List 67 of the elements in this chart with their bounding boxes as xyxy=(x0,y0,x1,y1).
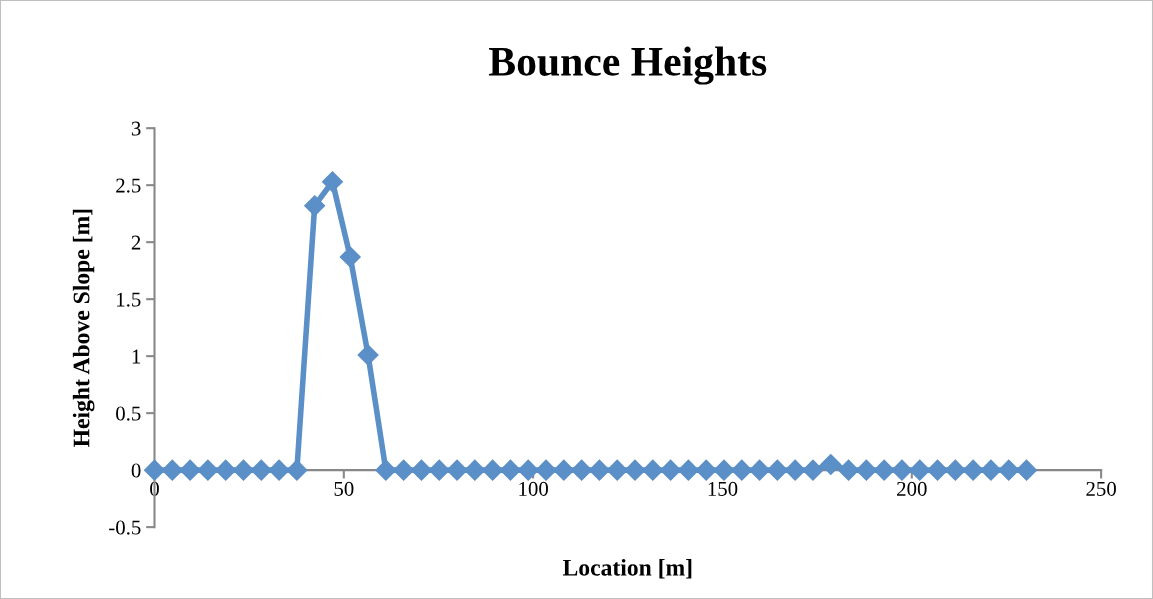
point xyxy=(375,459,397,481)
y-tick-label: -0.5 xyxy=(109,520,141,535)
point xyxy=(232,459,254,481)
x-tick-label: 200 xyxy=(897,481,927,496)
point xyxy=(339,246,361,268)
point xyxy=(499,459,521,481)
point xyxy=(446,459,468,481)
point xyxy=(980,459,1002,481)
x-tick-label: 50 xyxy=(334,481,354,496)
x-tick-label: 0 xyxy=(150,481,159,496)
point xyxy=(410,459,432,481)
point xyxy=(677,459,699,481)
y-tick-label: 2 xyxy=(131,235,141,250)
y-tick-label: 2.5 xyxy=(116,178,141,193)
point xyxy=(855,459,877,481)
point xyxy=(428,459,450,481)
point xyxy=(571,459,593,481)
x-axis-title: Location [m] xyxy=(562,559,692,579)
y-tick-label: 0.5 xyxy=(116,406,141,421)
point xyxy=(553,459,575,481)
point xyxy=(802,459,824,481)
x-tick-label: 100 xyxy=(519,481,548,496)
point xyxy=(962,459,984,481)
point xyxy=(197,459,219,481)
point xyxy=(588,459,610,481)
point xyxy=(820,453,842,475)
y-axis-title: Height Above Slope [m] xyxy=(72,209,95,447)
y-tick-label: 1 xyxy=(132,349,141,364)
point xyxy=(660,459,682,481)
point xyxy=(873,459,895,481)
point xyxy=(909,459,931,481)
point xyxy=(161,459,183,481)
point xyxy=(215,459,237,481)
point xyxy=(357,344,379,366)
point xyxy=(838,459,860,481)
point xyxy=(286,459,308,481)
point xyxy=(321,171,343,193)
point xyxy=(517,459,539,481)
point xyxy=(944,459,966,481)
point xyxy=(731,459,753,481)
point xyxy=(766,459,788,481)
point xyxy=(393,459,415,481)
point xyxy=(482,459,504,481)
y-tick-label: 1.5 xyxy=(117,292,141,307)
point xyxy=(179,459,201,481)
point xyxy=(695,459,717,481)
point xyxy=(998,459,1020,481)
point xyxy=(304,195,326,217)
point xyxy=(624,459,646,481)
point xyxy=(535,459,557,481)
chart-title: Bounce Heights xyxy=(489,46,767,85)
x-tick-label: 250 xyxy=(1086,481,1116,496)
y-tick-label: 0 xyxy=(131,463,141,478)
point xyxy=(143,459,166,481)
point xyxy=(1016,459,1038,481)
point xyxy=(784,459,806,481)
point xyxy=(927,459,949,481)
point xyxy=(642,459,664,481)
point xyxy=(464,459,486,481)
point xyxy=(268,459,290,481)
point xyxy=(250,459,272,481)
point xyxy=(713,459,735,481)
point xyxy=(606,459,628,481)
x-tick-label: 150 xyxy=(708,481,738,496)
y-tick-label: 3 xyxy=(131,121,141,136)
point xyxy=(749,459,771,481)
point xyxy=(891,459,913,481)
